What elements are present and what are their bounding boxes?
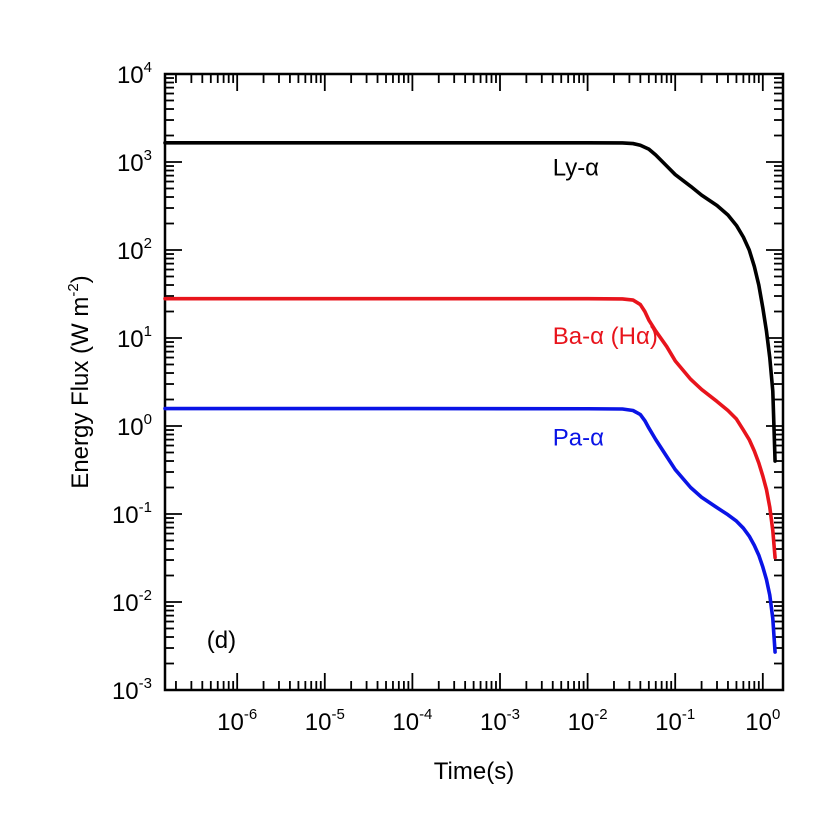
- y-tick-label-base: 10: [112, 502, 139, 529]
- x-tick-label: 10-4: [392, 706, 432, 736]
- y-tick-label-exponent: -2: [139, 587, 152, 604]
- x-tick-label-exponent: 0: [772, 706, 780, 723]
- y-tick-label: 102: [117, 235, 152, 265]
- y-axis-title: Energy Flux (W m-2): [65, 275, 94, 488]
- x-tick-labels: 10-6 10-5 10-4 10-3 10-2 10-1 100: [217, 706, 780, 736]
- y-tick-label: 10-1: [112, 499, 152, 529]
- y-tick-label: 10-3: [112, 675, 152, 705]
- x-tick-label-base: 10: [655, 709, 682, 736]
- y-axis-title-sup: -2: [65, 283, 82, 296]
- series-label: Pa-α: [553, 425, 604, 452]
- panel-annotation: (d): [207, 627, 236, 654]
- x-tick-label-exponent: -2: [594, 706, 607, 723]
- y-axis-title-close: ): [67, 275, 94, 283]
- y-tick-label: 104: [117, 59, 152, 89]
- y-tick-label-exponent: 3: [144, 147, 152, 164]
- x-axis-title: Time(s): [434, 758, 514, 785]
- y-tick-label-exponent: 0: [144, 411, 152, 428]
- y-tick-label-exponent: 4: [144, 59, 152, 76]
- x-tick-label: 10-1: [655, 706, 695, 736]
- y-tick-label: 101: [117, 323, 152, 353]
- y-tick-label: 100: [117, 411, 152, 441]
- y-tick-label: 10-2: [112, 587, 152, 617]
- y-tick-label-base: 10: [117, 150, 144, 177]
- x-tick-label: 10-6: [217, 706, 257, 736]
- x-tick-label-base: 10: [745, 709, 772, 736]
- y-tick-label-base: 10: [117, 62, 144, 89]
- y-tick-label-exponent: 2: [144, 235, 152, 252]
- y-tick-label-base: 10: [112, 590, 139, 617]
- x-tick-label-base: 10: [568, 709, 595, 736]
- y-tick-label-exponent: 1: [144, 323, 152, 340]
- x-tick-label-exponent: -1: [682, 706, 695, 723]
- y-tick-label-base: 10: [112, 678, 139, 705]
- series-line: [163, 141, 777, 463]
- series-line: [163, 406, 777, 654]
- x-tick-label-exponent: -5: [331, 706, 344, 723]
- y-tick-label-base: 10: [117, 414, 144, 441]
- series-label: Ly-α: [553, 155, 599, 182]
- y-tick-label-base: 10: [117, 326, 144, 353]
- axis-ticks: [165, 73, 783, 691]
- x-tick-label-exponent: -3: [507, 706, 520, 723]
- series-lines: [163, 141, 777, 654]
- x-tick-label-base: 10: [305, 709, 332, 736]
- x-tick-label-base: 10: [392, 709, 419, 736]
- x-tick-label-exponent: -4: [419, 706, 432, 723]
- y-tick-label-exponent: -3: [139, 675, 152, 692]
- y-axis-title-main: Energy Flux (W m: [67, 297, 94, 489]
- plot-frame: [163, 72, 785, 692]
- x-tick-label-base: 10: [480, 709, 507, 736]
- y-tick-label-exponent: -1: [139, 499, 152, 516]
- x-tick-label: 10-5: [305, 706, 345, 736]
- series-labels: Ly-α Ba-α (Hα) Pa-α: [553, 155, 658, 452]
- series-label: Ba-α (Hα): [553, 323, 658, 350]
- x-tick-label: 10-3: [480, 706, 520, 736]
- x-tick-label: 10-2: [568, 706, 608, 736]
- series-line: [163, 296, 777, 560]
- x-tick-label: 100: [745, 706, 780, 736]
- x-tick-label-exponent: -6: [244, 706, 257, 723]
- y-tick-label-base: 10: [117, 238, 144, 265]
- y-tick-label: 103: [117, 147, 152, 177]
- x-tick-label-base: 10: [217, 709, 244, 736]
